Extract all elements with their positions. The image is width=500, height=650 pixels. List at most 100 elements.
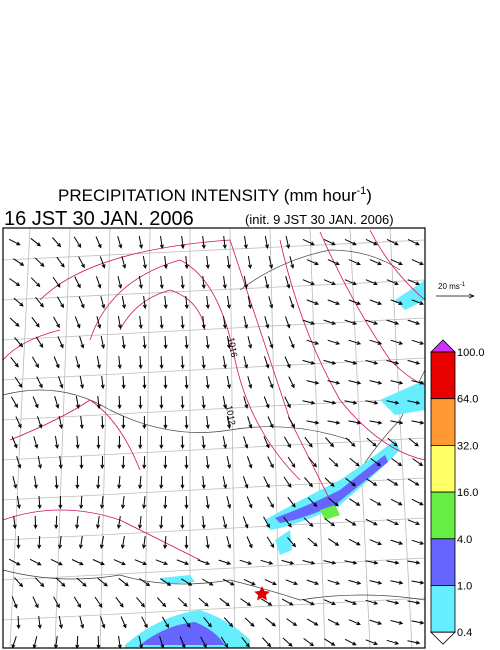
wind-arrow — [180, 475, 185, 490]
wind-arrow — [302, 400, 316, 405]
wind-arrow — [306, 339, 320, 345]
wind-arrow — [142, 256, 147, 269]
wind-arrow — [32, 396, 39, 409]
wind-arrow — [386, 560, 400, 565]
wind-arrow — [121, 256, 127, 269]
wind-arrow — [35, 336, 44, 349]
wind-arrow — [117, 276, 123, 289]
wind-arrow — [201, 235, 206, 250]
wind-arrow — [56, 256, 65, 268]
wind-arrow — [365, 599, 379, 605]
wind-arrow — [283, 516, 292, 528]
wind-arrow — [243, 236, 248, 249]
wind-arrow — [222, 316, 227, 329]
wind-arrow — [387, 478, 399, 486]
wind-arrow — [96, 316, 102, 329]
wind-arrow — [79, 336, 85, 349]
wind-arrow — [115, 596, 124, 608]
wind-arrow — [8, 238, 21, 246]
wind-arrow — [308, 457, 318, 468]
wind-arrow — [13, 258, 25, 266]
wind-arrow — [327, 420, 341, 425]
wind-arrow — [10, 396, 18, 409]
wind-arrow — [349, 498, 361, 506]
wind-arrow — [79, 455, 84, 470]
wind-arrow — [142, 455, 147, 470]
lat-lon-grid — [2, 227, 426, 649]
wind-arrow — [260, 559, 274, 565]
wind-arrow — [285, 579, 299, 585]
wind-arrow — [369, 539, 383, 546]
wind-arrow — [203, 616, 212, 628]
wind-arrow — [184, 535, 189, 550]
wind-arrow — [37, 416, 43, 429]
wind-arrow — [31, 356, 39, 369]
colorbar-under — [430, 631, 456, 645]
wind-arrow — [180, 516, 185, 530]
colorbar-segment — [430, 444, 456, 493]
wind-arrow — [76, 577, 87, 587]
wind-arrow — [75, 475, 80, 490]
wind-arrow — [155, 559, 169, 565]
wind-arrow — [240, 598, 252, 607]
wind-arrow — [302, 560, 316, 565]
wind-arrow — [95, 276, 102, 289]
wind-arrow — [344, 319, 358, 325]
wind-arrow — [142, 295, 147, 310]
wind-arrow — [344, 400, 358, 405]
wind-arrow — [324, 518, 336, 527]
wind-arrow — [285, 235, 291, 249]
wind-arrow — [324, 477, 335, 487]
wind-arrow — [159, 315, 164, 330]
wind-arrow — [201, 435, 206, 450]
wind-arrow — [52, 237, 62, 248]
wind-arrow — [12, 515, 17, 530]
wind-arrow — [222, 578, 235, 586]
wind-arrow — [287, 496, 296, 508]
wind-arrow — [323, 359, 337, 365]
wind-arrow — [268, 296, 274, 309]
wind-arrow — [94, 596, 103, 608]
wind-arrow — [243, 315, 249, 329]
wind-arrow — [407, 319, 421, 325]
wind-arrow — [138, 276, 143, 289]
wind-arrow — [201, 355, 206, 370]
wind-arrow — [121, 416, 126, 430]
wind-arrow — [306, 299, 320, 305]
wind-arrow — [281, 598, 294, 606]
wind-arrow — [73, 596, 82, 609]
wind-arrow — [96, 475, 101, 490]
wind-arrow — [142, 495, 147, 510]
wind-arrow — [365, 359, 379, 365]
wind-arrow — [323, 400, 337, 405]
wind-arrow — [79, 616, 85, 629]
wind-arrow — [53, 316, 60, 329]
wind-arrow — [96, 435, 101, 450]
colorbar-segment — [430, 398, 456, 446]
wind-arrow — [34, 577, 45, 588]
wind-arrow — [387, 437, 398, 447]
wind-arrow — [284, 396, 291, 409]
wind-arrow — [54, 396, 60, 409]
wind-arrow — [386, 600, 400, 605]
wind-arrow — [247, 336, 253, 349]
wind-arrow — [226, 336, 231, 349]
wind-arrow — [411, 498, 424, 506]
wind-arrow — [29, 558, 42, 566]
wind-arrow — [99, 536, 104, 549]
wind-arrow — [345, 518, 357, 526]
wind-arrow — [411, 539, 425, 545]
wind-arrow — [365, 279, 378, 286]
wind-arrow — [117, 355, 122, 370]
wind-arrow — [117, 236, 123, 249]
wind-arrow — [243, 578, 256, 586]
wind-arrow — [264, 356, 270, 369]
station-marker — [254, 586, 270, 601]
init-time: (init. 9 JST 30 JAN. 2006) — [245, 212, 394, 227]
colorbar-segment — [430, 538, 456, 586]
wind-arrow — [15, 416, 22, 429]
wind-arrow — [100, 495, 105, 510]
wind-arrow — [302, 319, 316, 325]
colorbar-segment — [430, 585, 456, 633]
wind-arrow — [243, 276, 248, 289]
